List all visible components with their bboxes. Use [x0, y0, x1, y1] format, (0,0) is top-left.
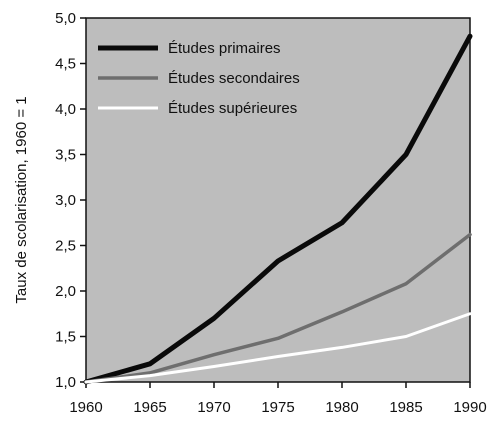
legend-label: Études primaires — [168, 40, 281, 57]
legend-label: Études supérieures — [168, 100, 297, 117]
series-line-1 — [83, 33, 473, 385]
x-tick-label: 1985 — [389, 399, 422, 416]
y-axis-ticks: 1,0 1,5 2,0 2,5 3,0 3,5 4,0 4,5 5,0 — [55, 10, 86, 391]
legend-label: Études secondaires — [168, 70, 300, 87]
y-axis-title: Taux de scolarisation, 1960 = 1 — [13, 96, 30, 303]
y-tick-label: 3,5 — [55, 147, 76, 164]
x-tick-label: 1970 — [197, 399, 230, 416]
y-tick-label: 1,0 — [55, 374, 76, 391]
y-tick-label: 4,5 — [55, 56, 76, 73]
x-axis-ticks: 1960 1965 1970 1975 1980 1985 1990 — [69, 382, 487, 416]
y-tick-label: 2,0 — [55, 283, 76, 300]
x-tick-label: 1960 — [69, 399, 102, 416]
x-tick-label: 1975 — [261, 399, 294, 416]
x-tick-label: 1990 — [453, 399, 486, 416]
y-tick-label: 4,0 — [55, 101, 76, 118]
legend: Études primaires Études secondaires Études… — [98, 40, 300, 117]
y-tick-label: 5,0 — [55, 10, 76, 27]
x-tick-label: 1965 — [133, 399, 166, 416]
x-tick-label: 1980 — [325, 399, 358, 416]
y-tick-label: 3,0 — [55, 192, 76, 209]
series-line-3 — [84, 312, 472, 384]
y-tick-label: 1,5 — [55, 329, 76, 346]
y-tick-label: 2,5 — [55, 238, 76, 255]
series-lines — [83, 33, 473, 385]
series-line-2 — [84, 232, 472, 384]
